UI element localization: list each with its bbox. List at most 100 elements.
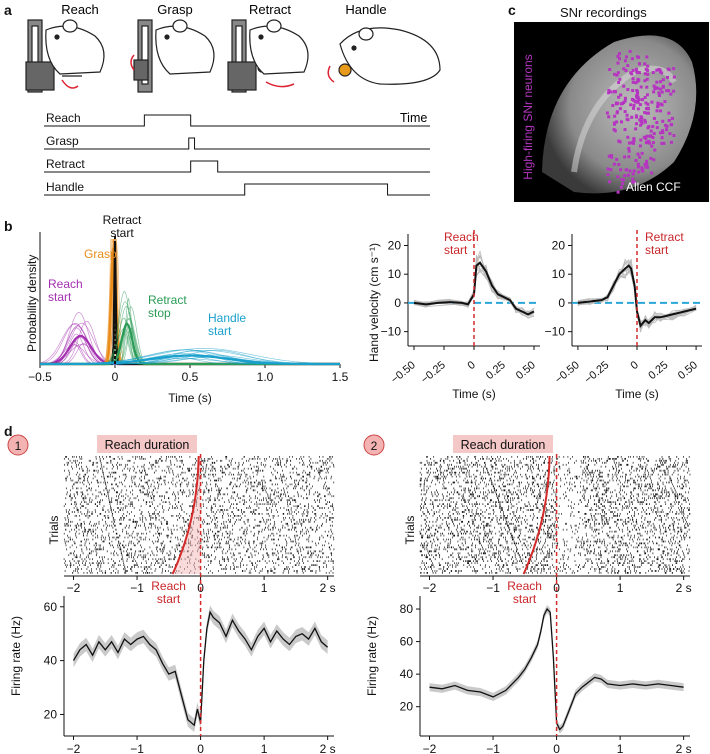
panel-a: Reach Grasp Retract Handle Reach Grasp Ret… (25, 2, 441, 196)
raster-row (423, 481, 689, 484)
raster-row (439, 465, 687, 468)
neuron-dot (617, 95, 621, 99)
velocity-x-tick-label: 0 (629, 359, 641, 372)
neuron-dot (615, 120, 619, 124)
neuron-dot (659, 80, 663, 84)
neuron-dot (622, 84, 626, 88)
raster-row (72, 467, 329, 470)
neuron-dot (635, 71, 639, 75)
neuron-dot (631, 180, 635, 184)
neuron-dot (609, 168, 613, 172)
neuron-dot (617, 52, 621, 56)
neuron-dot (616, 190, 620, 194)
neuron-dot (636, 152, 640, 156)
neuron-dot (610, 155, 614, 159)
neuron-dot (636, 165, 640, 169)
neuron-dot (655, 121, 659, 125)
neuron-badge (7, 434, 29, 456)
snr-brain-image (514, 22, 709, 202)
neuron-dot (623, 96, 627, 100)
neuron-dot (616, 101, 620, 105)
neuron-dot (651, 71, 655, 75)
raster-row (70, 499, 327, 502)
raster-row (423, 513, 691, 515)
neuron-dot (652, 158, 656, 162)
neuron-dot (642, 135, 646, 139)
neuron-dot (644, 101, 648, 105)
neuron-dot (624, 55, 628, 59)
rate-y-tick-label: 60 (400, 635, 414, 649)
rate-y-tick-label: 60 (44, 600, 58, 614)
neuron-dot (672, 67, 676, 71)
neuron-dot (672, 134, 676, 138)
neuron-dot (618, 107, 622, 111)
raster-row (430, 458, 687, 460)
reach-start-curve (522, 455, 551, 575)
neuron-dot (623, 128, 627, 132)
neuron-dot (667, 119, 671, 123)
rate-x-tick-label: 0 (197, 742, 204, 754)
neuron-dot (621, 182, 625, 186)
velocity-trial-trace (577, 269, 697, 328)
velocity-y-tick-label: 0 (394, 296, 401, 310)
neuron-dot (645, 107, 649, 111)
density-curve (40, 248, 340, 365)
velocity-x-tick-label: −0.25 (582, 359, 611, 386)
raster-row (425, 540, 681, 543)
raster-row (419, 479, 688, 482)
raster-row (419, 566, 690, 568)
trials-label: Trials (403, 516, 417, 545)
velocity-mean-trace (413, 261, 535, 316)
raster-row (422, 497, 689, 500)
neuron-dot (661, 119, 665, 123)
neuron-dot (625, 168, 629, 172)
neuron-dot (645, 55, 649, 59)
raster-row (420, 509, 690, 511)
neuron-dot (607, 115, 611, 119)
neuron-dot (640, 121, 644, 125)
density-x-tick-label: −0.5 (28, 370, 52, 384)
panel-d: 1 Reach duration Trials −2 −1 0 1 2 s Reachstart… (7, 434, 692, 754)
neuron-dot (652, 84, 656, 88)
rate-x-tick-label: 2 s (320, 742, 336, 754)
neuron-dot (628, 49, 632, 53)
velocity-x-tick-label: 0 (466, 359, 478, 372)
grasp-label: Grasp (84, 247, 117, 261)
neuron-dot (623, 155, 627, 159)
raster-row (421, 499, 689, 502)
neuron-dot (649, 134, 653, 138)
raster-row (64, 469, 328, 472)
neuron-dot (643, 120, 647, 124)
neuron-dot (660, 71, 664, 75)
neuron-dot (616, 175, 620, 179)
raster-row (432, 495, 684, 498)
neuron-dot (613, 114, 617, 118)
neuron-dot (643, 79, 647, 83)
raster-x-tick-label: 1 (617, 581, 624, 595)
neuron-dot (637, 170, 641, 174)
density-y-label: Probability density (25, 255, 39, 352)
allen-ccf-caption: Allen CCF (626, 180, 681, 194)
raster-row (74, 556, 329, 559)
raster-row (426, 491, 690, 494)
neuron-dot (646, 106, 650, 110)
neuron-dot (636, 107, 640, 111)
density-curve (40, 354, 340, 366)
neuron-dot (630, 57, 634, 61)
raster-row (65, 487, 330, 490)
retract-start-label: Retract start (103, 213, 142, 240)
raster-row (421, 473, 691, 476)
neuron-dot (608, 68, 612, 72)
neuron-dot (646, 72, 650, 76)
neuron-dot (656, 86, 660, 90)
raster-row (421, 489, 676, 492)
neuron-dot (605, 111, 609, 115)
raster-row (66, 475, 332, 478)
neuron-badge-label: 2 (371, 439, 378, 453)
time-label: Time (400, 111, 427, 125)
raster-row (419, 477, 685, 480)
density-x-tick-label: 1.0 (257, 370, 274, 384)
neuron-dot (656, 101, 660, 105)
raster-row (64, 540, 326, 543)
